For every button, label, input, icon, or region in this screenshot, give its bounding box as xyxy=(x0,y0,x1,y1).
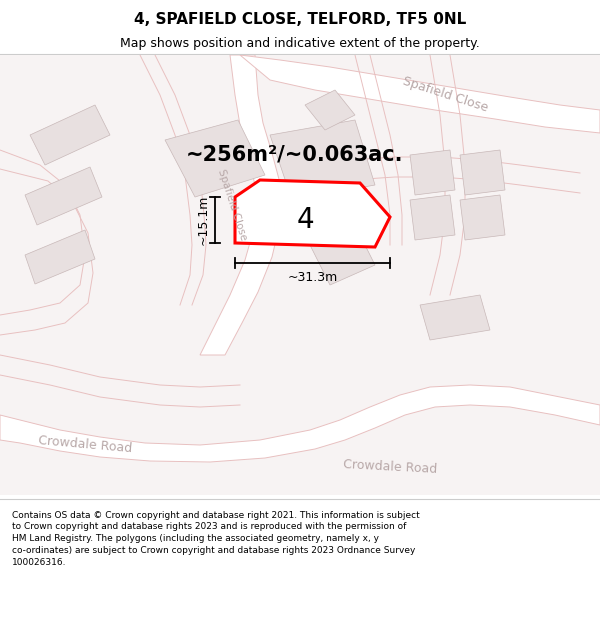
Polygon shape xyxy=(165,120,265,197)
Polygon shape xyxy=(0,55,600,495)
Text: ~31.3m: ~31.3m xyxy=(287,271,338,284)
Text: Crowdale Road: Crowdale Road xyxy=(38,434,133,456)
Polygon shape xyxy=(305,90,355,130)
Text: 4, SPAFIELD CLOSE, TELFORD, TF5 0NL: 4, SPAFIELD CLOSE, TELFORD, TF5 0NL xyxy=(134,12,466,27)
Polygon shape xyxy=(0,385,600,462)
Text: Crowdale Road: Crowdale Road xyxy=(343,458,437,476)
Text: Spafield Close: Spafield Close xyxy=(216,168,248,242)
Text: Map shows position and indicative extent of the property.: Map shows position and indicative extent… xyxy=(120,38,480,51)
Polygon shape xyxy=(30,105,110,165)
Polygon shape xyxy=(420,295,490,340)
Text: ~15.1m: ~15.1m xyxy=(197,195,210,245)
Polygon shape xyxy=(270,120,375,200)
Polygon shape xyxy=(25,167,102,225)
Polygon shape xyxy=(310,225,375,285)
Polygon shape xyxy=(460,195,505,240)
Polygon shape xyxy=(25,230,95,284)
Text: Spafield Close: Spafield Close xyxy=(401,75,490,115)
Text: Contains OS data © Crown copyright and database right 2021. This information is : Contains OS data © Crown copyright and d… xyxy=(12,511,420,567)
Polygon shape xyxy=(235,180,390,247)
Polygon shape xyxy=(410,150,455,195)
Polygon shape xyxy=(240,55,600,133)
Polygon shape xyxy=(460,150,505,195)
Polygon shape xyxy=(410,195,455,240)
Polygon shape xyxy=(200,55,280,355)
Text: 4: 4 xyxy=(296,206,314,234)
Text: ~256m²/~0.063ac.: ~256m²/~0.063ac. xyxy=(186,145,404,165)
